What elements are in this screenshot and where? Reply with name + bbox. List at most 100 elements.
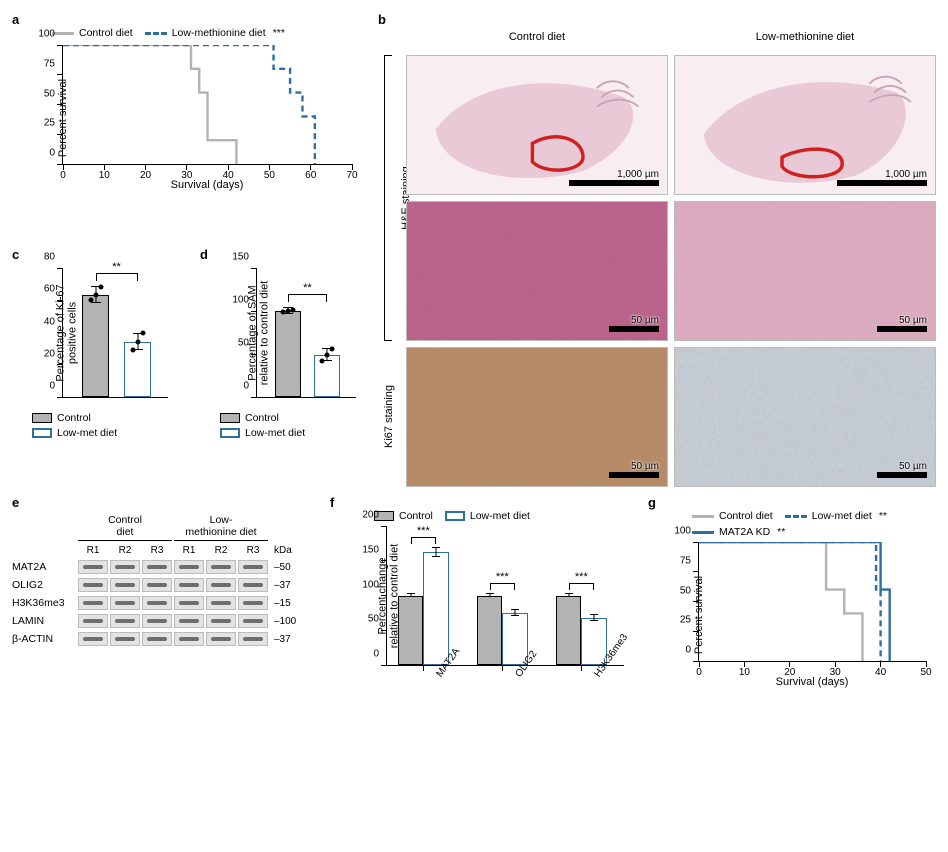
panel-f: f Control Low-met diet 050100150200***MA…: [330, 495, 630, 720]
panel-b-colhead-control: Control diet: [406, 31, 668, 49]
panel-d-ylabel: Percentage of SAM relative to control di…: [246, 281, 270, 386]
panel-b-tile-he-top-control: 1,000 µm: [406, 55, 668, 195]
wb-band: [78, 596, 108, 610]
wb-row-H3K36me3: H3K36me3: [12, 597, 76, 609]
wb-row-MAT2A: MAT2A: [12, 561, 76, 573]
wb-band: [78, 614, 108, 628]
panel-g-legend: Control diet Low-met diet** MAT2A KD**: [692, 510, 936, 538]
wb-band: [174, 560, 204, 574]
panel-g-chart: 025507510001020304050: [698, 542, 926, 662]
panel-g-ylabel: Percent survival: [693, 576, 705, 654]
wb-band: [78, 632, 108, 646]
legend-lowmet-swatch: [32, 428, 52, 438]
panel-a-sig: ***: [273, 27, 285, 39]
wb-band: [238, 596, 268, 610]
wb-band: [78, 578, 108, 592]
panels-cd-legend: Control Low-met diet: [32, 412, 174, 439]
panel-d-chart: 050100150**: [256, 268, 356, 398]
panel-b-tile-ki67-control: 50 µm: [406, 347, 668, 487]
legend-control-label: Control diet: [79, 27, 133, 39]
wb-row-OLIG2: OLIG2: [12, 579, 76, 591]
panel-g: g Control diet Low-met diet** MAT2A KD**…: [648, 495, 936, 720]
legend-lowmet-line: [145, 32, 167, 35]
panel-b: b Control diet Low-methionine diet H&E s…: [378, 12, 936, 487]
panel-b-label: b: [378, 12, 386, 27]
scalebar-label: 50 µm: [899, 315, 927, 326]
panel-f-label: f: [330, 495, 334, 510]
legend-lowmet-text: Low-met diet: [57, 427, 117, 439]
panel-a-ylabel: Percent survival: [57, 79, 69, 157]
panel-a: a Control diet Low-methionine diet *** 02…: [12, 12, 362, 239]
wb-band: [142, 614, 172, 628]
wb-lane: R3: [142, 545, 172, 556]
wb-band: [142, 596, 172, 610]
legend-lowmet-label: Low-methionine diet: [172, 27, 266, 39]
wb-band: [174, 596, 204, 610]
wb-band: [238, 614, 268, 628]
wb-band: [110, 632, 140, 646]
panel-c-label: c: [12, 247, 19, 262]
scalebar-label: 50 µm: [631, 315, 659, 326]
panel-f-legend: Control Low-met diet: [374, 510, 630, 522]
wb-band: [206, 596, 236, 610]
wb-kda: –100: [270, 616, 304, 627]
wb-band: [110, 596, 140, 610]
panel-b-tile-he-zoom-control: 50 µm: [406, 201, 668, 341]
wb-band: [142, 560, 172, 574]
wb-band: [142, 578, 172, 592]
panel-e-label: e: [12, 495, 19, 510]
wb-kda-header: kDa: [270, 545, 304, 556]
wb-band: [110, 560, 140, 574]
wb-band: [238, 560, 268, 574]
wb-band: [142, 632, 172, 646]
wb-lane: R2: [206, 545, 236, 556]
scalebar-label: 1,000 µm: [885, 169, 927, 180]
panel-b-tile-ki67-lowmet: 50 µm: [674, 347, 936, 487]
wb-kda: –37: [270, 634, 304, 645]
panel-b-tile-he-top-lowmet: 1,000 µm: [674, 55, 936, 195]
wb-band: [174, 578, 204, 592]
panel-e-western: Control diet Low- methionine diet R1 R2 …: [12, 514, 312, 646]
wb-band: [110, 614, 140, 628]
scalebar-label: 50 µm: [899, 461, 927, 472]
wb-row-LAMIN: LAMIN: [12, 615, 76, 627]
panel-f-chart: 050100150200***MAT2A***OLIG2***H3K36me3: [386, 526, 624, 666]
panel-b-tile-he-zoom-lowmet: 50 µm: [674, 201, 936, 341]
wb-band: [206, 614, 236, 628]
panel-d-label: d: [200, 247, 208, 262]
legend-control-text: Control: [57, 412, 91, 424]
wb-lane: R3: [238, 545, 268, 556]
panel-b-colhead-lowmet: Low-methionine diet: [674, 31, 936, 49]
wb-band: [110, 578, 140, 592]
wb-band: [206, 632, 236, 646]
wb-lane: R2: [110, 545, 140, 556]
wb-band: [238, 578, 268, 592]
panel-g-xlabel: Survival (days): [698, 676, 926, 688]
legend-control-swatch: [32, 413, 52, 423]
wb-band: [174, 614, 204, 628]
wb-lane: R1: [174, 545, 204, 556]
panel-a-legend: Control diet Low-methionine diet ***: [52, 27, 362, 39]
panel-c: c 020406080** Percentage of Ki-67 positi…: [12, 247, 174, 487]
wb-lane: R1: [78, 545, 108, 556]
wb-row-β-ACTIN: β-ACTIN: [12, 633, 76, 645]
wb-group-lowmet: Low- methionine diet: [174, 514, 268, 541]
scalebar-label: 50 µm: [631, 461, 659, 472]
wb-band: [238, 632, 268, 646]
panel-g-label: g: [648, 495, 656, 510]
panel-e: e Control diet Low- methionine diet R1 R…: [12, 495, 312, 720]
wb-kda: –50: [270, 562, 304, 573]
panel-a-chart: 0255075100010203040506070: [62, 45, 352, 165]
wb-kda: –37: [270, 580, 304, 591]
panel-b-rowhead-ki67: Ki67 staining: [383, 347, 395, 487]
wb-kda: –15: [270, 598, 304, 609]
panel-a-label: a: [12, 12, 19, 27]
panel-d: d 050100150** Percentage of SAM relative…: [200, 247, 362, 487]
wb-band: [206, 578, 236, 592]
wb-band: [78, 560, 108, 574]
wb-band: [174, 632, 204, 646]
wb-band: [206, 560, 236, 574]
panel-c-ylabel: Percentage of Ki-67 positive cells: [55, 284, 79, 381]
panel-b-he-bracket: H&E staining: [378, 55, 400, 341]
panel-f-ylabel: Percent change relative to control diet: [376, 544, 400, 649]
